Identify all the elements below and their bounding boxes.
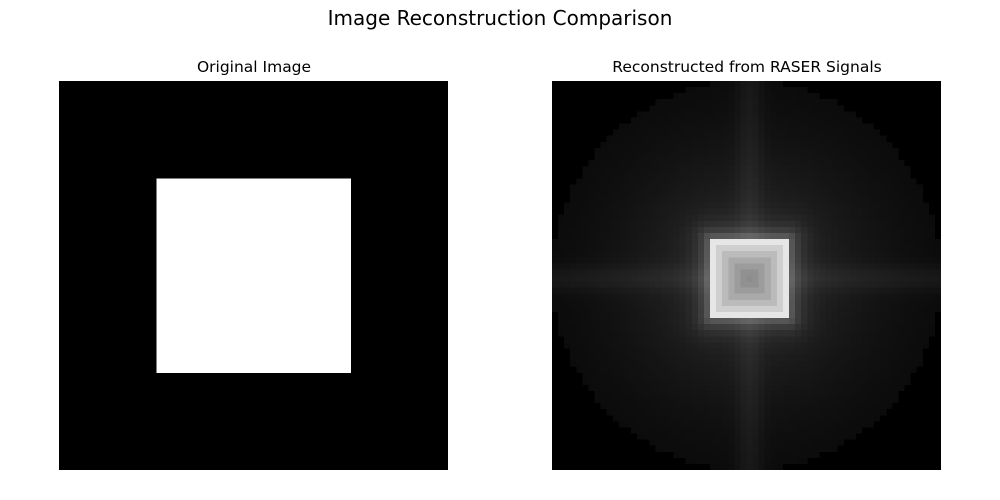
reconstructed-image-canvas — [552, 81, 941, 470]
original-image-canvas — [59, 81, 448, 470]
reconstructed-image-heatmap — [552, 81, 941, 470]
figure-title: Image Reconstruction Comparison — [327, 6, 673, 30]
original-image-heatmap — [59, 81, 448, 470]
original-image-title: Original Image — [196, 58, 312, 76]
reconstructed-image-title: Reconstructed from RASER Signals — [612, 58, 882, 76]
